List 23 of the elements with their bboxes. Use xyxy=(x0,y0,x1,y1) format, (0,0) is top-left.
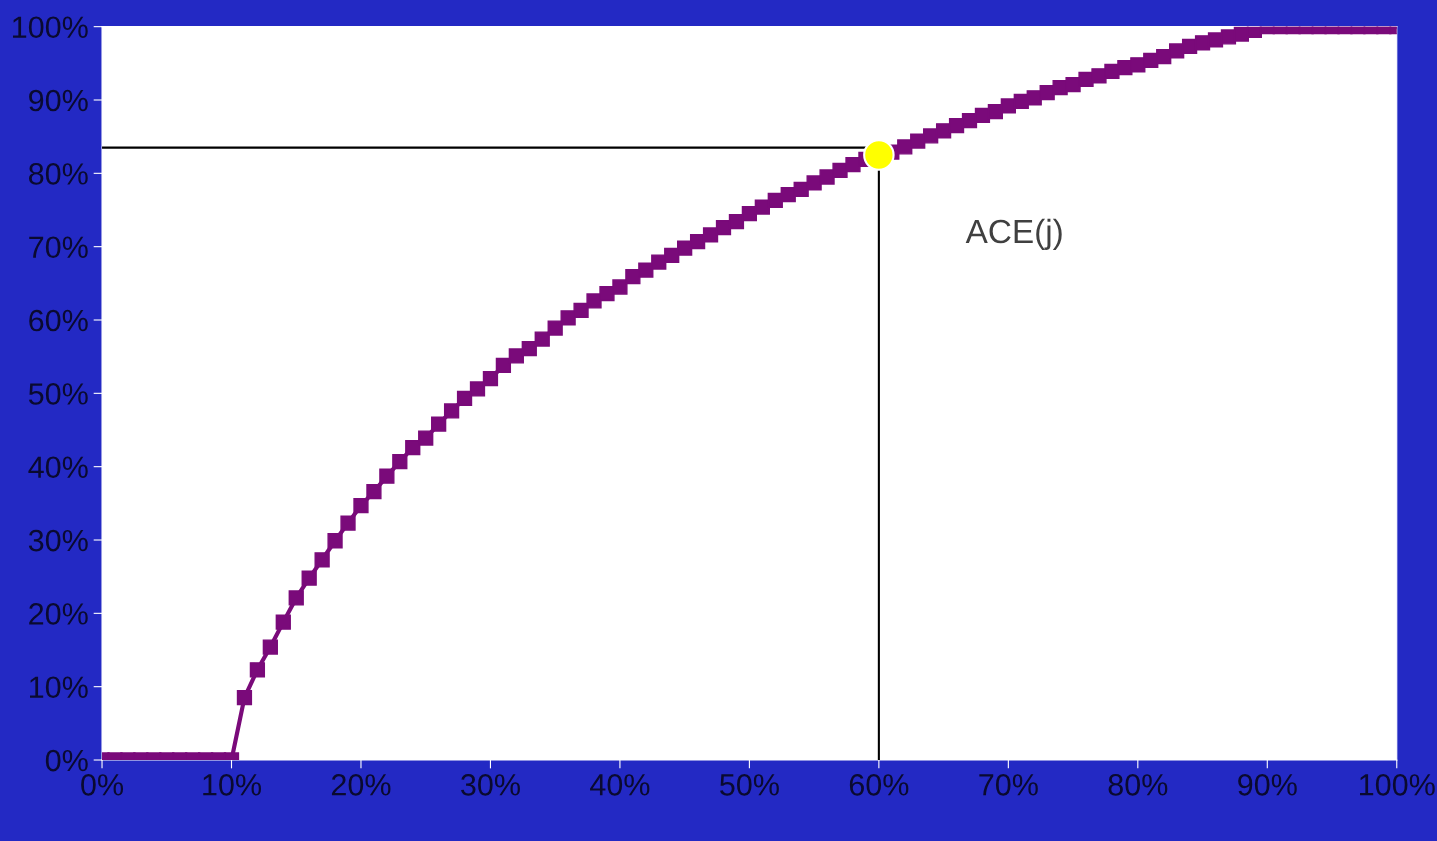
y-tick-label: 70% xyxy=(29,236,88,259)
x-tick-label: 70% xyxy=(979,774,1038,796)
y-tick-label: 80% xyxy=(29,163,88,185)
annotation: ACE(j) xyxy=(965,218,1062,250)
x-tick-label: 20% xyxy=(331,774,391,796)
y-tick-label: 10% xyxy=(30,676,88,699)
x-tick-label: 100% xyxy=(1360,774,1435,796)
y-tick-label: 90% xyxy=(29,89,88,112)
x-tick-label: 10% xyxy=(203,774,261,796)
y-tick-label: 20% xyxy=(29,603,88,625)
y-tick-label: 50% xyxy=(28,383,88,405)
x-tick-label: 90% xyxy=(1238,774,1297,796)
x-tick-label: 60% xyxy=(849,774,909,796)
y-tick-label: 30% xyxy=(28,529,88,552)
x-tick-label: 0% xyxy=(81,774,124,796)
y-tick-label: 60% xyxy=(29,309,88,332)
y-tick-label: 100% xyxy=(13,16,88,39)
x-tick-label: 50% xyxy=(720,774,779,796)
x-tick-label: 80% xyxy=(1108,774,1168,796)
y-tick-label: 40% xyxy=(28,456,88,479)
x-tick-label: 40% xyxy=(590,774,650,796)
x-tick-label: 30% xyxy=(461,774,520,796)
y-tick-label: 0% xyxy=(45,749,88,772)
